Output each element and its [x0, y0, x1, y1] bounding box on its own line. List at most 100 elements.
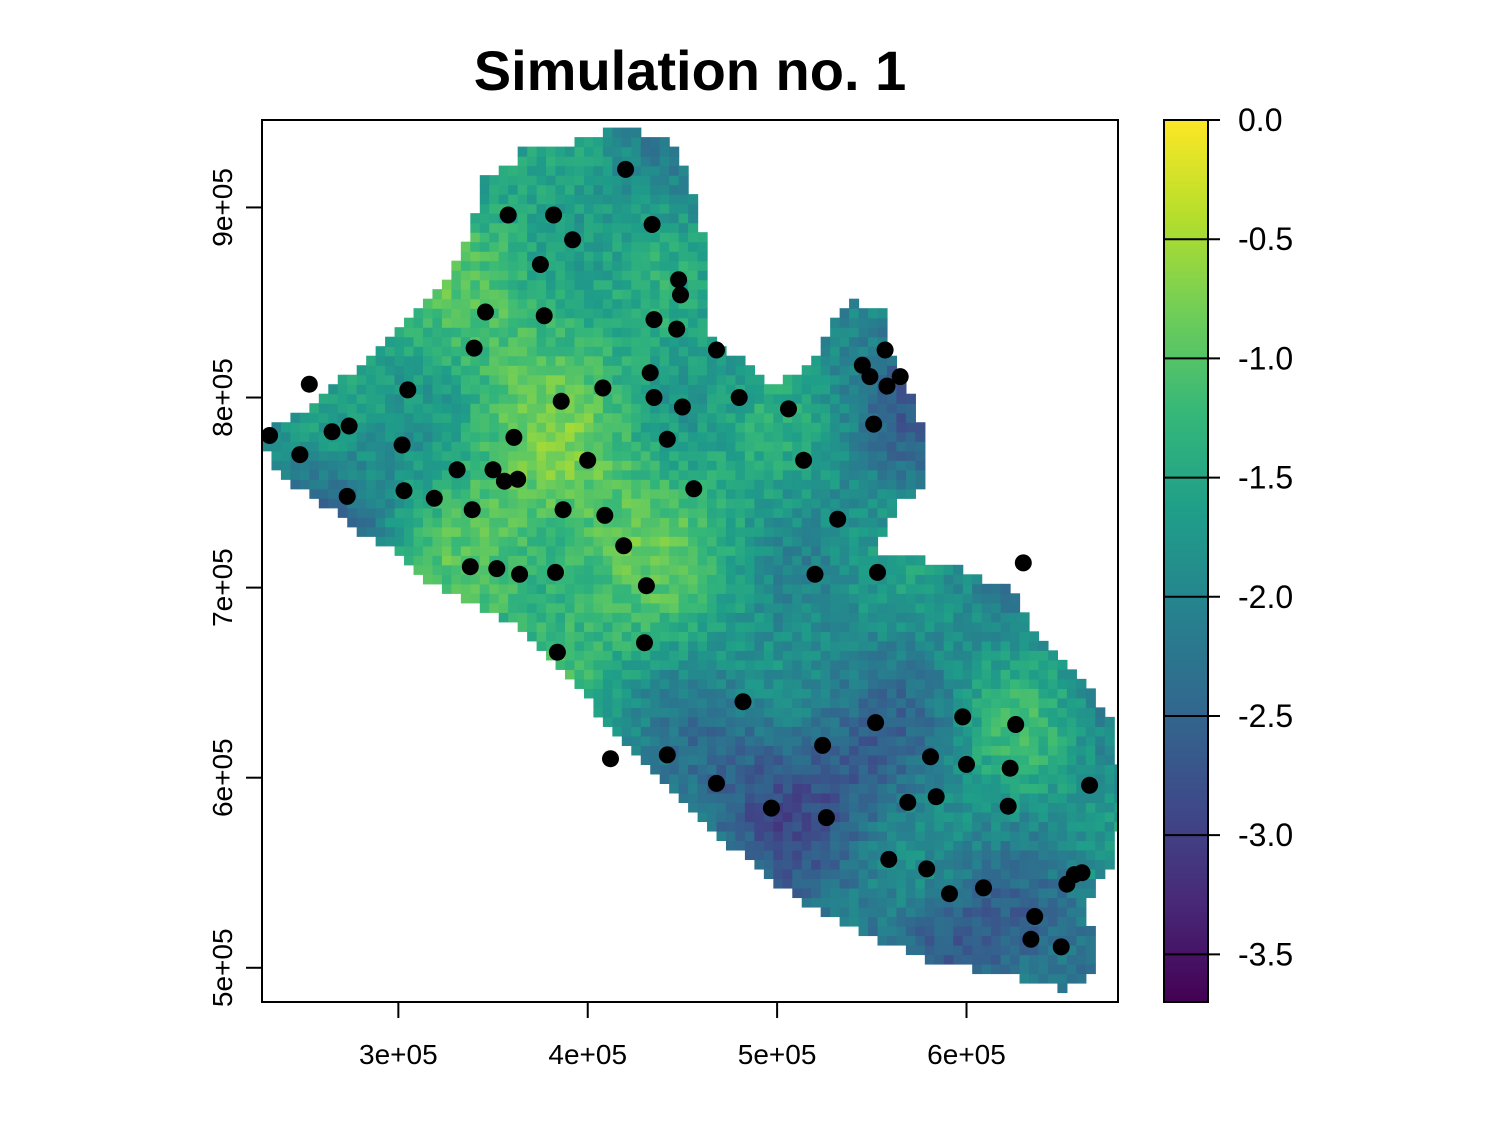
raster-cell	[1047, 944, 1058, 956]
raster-cell	[943, 754, 954, 765]
raster-cell	[413, 403, 424, 414]
raster-cell	[1066, 811, 1077, 823]
raster-cell	[479, 346, 490, 357]
raster-cell	[981, 963, 992, 975]
raster-cell	[1038, 716, 1049, 727]
raster-cell	[886, 792, 898, 804]
raster-cell	[905, 650, 916, 661]
raster-cell	[546, 241, 557, 252]
raster-cell	[1057, 811, 1068, 823]
raster-cell	[830, 555, 841, 566]
raster-cell	[868, 925, 879, 937]
raster-cell	[877, 802, 888, 813]
raster-cell	[394, 346, 405, 357]
raster-cell	[953, 697, 964, 708]
raster-cell	[508, 488, 519, 499]
raster-cell	[943, 830, 954, 842]
raster-cell	[1076, 688, 1087, 699]
raster-cell	[972, 707, 983, 718]
raster-cell	[1038, 954, 1049, 965]
raster-cell	[688, 678, 699, 689]
raster-cell	[621, 631, 632, 642]
raster-cell	[659, 564, 670, 575]
raster-cell	[612, 412, 623, 423]
sample-point	[594, 379, 612, 397]
raster-cell	[981, 707, 992, 718]
raster-cell	[744, 498, 755, 509]
raster-cell	[839, 526, 850, 537]
raster-cell	[422, 507, 434, 518]
raster-cell	[347, 412, 358, 423]
raster-cell	[886, 764, 898, 775]
raster-cell	[593, 441, 604, 452]
raster-cell	[811, 555, 822, 566]
raster-cell	[820, 393, 831, 404]
raster-cell	[650, 374, 661, 385]
raster-cell	[583, 336, 595, 347]
raster-cell	[621, 346, 632, 357]
raster-cell	[830, 422, 841, 433]
raster-cell	[782, 460, 793, 471]
raster-cell	[697, 251, 708, 262]
raster-cell	[943, 707, 954, 718]
raster-cell	[583, 165, 595, 176]
raster-cell	[991, 773, 1002, 784]
raster-cell	[1010, 621, 1021, 632]
raster-cell	[602, 365, 613, 376]
raster-cell	[858, 507, 869, 518]
raster-cell	[574, 374, 585, 385]
raster-cell	[593, 156, 604, 167]
raster-cell	[640, 697, 651, 708]
raster-cell	[782, 811, 793, 823]
raster-cell	[707, 355, 718, 366]
raster-cell	[924, 925, 935, 937]
raster-cell	[650, 754, 661, 765]
raster-cell	[773, 783, 784, 794]
raster-cell	[517, 327, 528, 338]
raster-cell	[678, 640, 689, 651]
raster-cell	[574, 469, 585, 480]
x-axis: 3e+05 4e+05 5e+05 6e+05	[359, 1002, 1006, 1070]
raster-cell	[811, 479, 822, 490]
raster-cell	[991, 925, 1002, 937]
raster-cell	[659, 384, 670, 395]
raster-cell	[640, 403, 651, 414]
raster-cell	[839, 764, 850, 775]
sample-point	[338, 487, 356, 505]
raster-cell	[347, 431, 358, 442]
raster-cell	[858, 697, 869, 708]
raster-cell	[669, 460, 680, 471]
raster-cell	[404, 403, 415, 414]
raster-cell	[612, 678, 623, 689]
raster-cell	[896, 764, 907, 775]
raster-cell	[375, 441, 386, 452]
raster-cell	[896, 631, 907, 642]
raster-cell	[394, 517, 405, 528]
raster-cell	[546, 327, 557, 338]
raster-cell	[962, 792, 973, 804]
raster-cell	[640, 336, 651, 347]
raster-cell	[650, 488, 661, 499]
raster-cell	[489, 555, 500, 566]
raster-cell	[811, 802, 822, 813]
raster-cell	[868, 469, 879, 480]
raster-cell	[801, 612, 812, 623]
raster-cell	[849, 612, 860, 623]
raster-cell	[432, 564, 443, 575]
raster-cell	[593, 431, 604, 442]
raster-cell	[981, 935, 992, 946]
raster-cell	[811, 393, 822, 404]
raster-cell	[565, 156, 576, 167]
raster-cell	[546, 346, 557, 357]
raster-cell	[1000, 707, 1011, 718]
raster-cell	[905, 422, 916, 433]
raster-cell	[886, 830, 898, 842]
raster-cell	[555, 574, 566, 585]
raster-cell	[574, 631, 585, 642]
raster-cell	[356, 384, 367, 395]
raster-cell	[716, 678, 727, 689]
raster-cell	[754, 431, 765, 442]
raster-cell	[527, 346, 538, 357]
raster-cell	[1085, 792, 1096, 804]
raster-cell	[1038, 859, 1049, 870]
